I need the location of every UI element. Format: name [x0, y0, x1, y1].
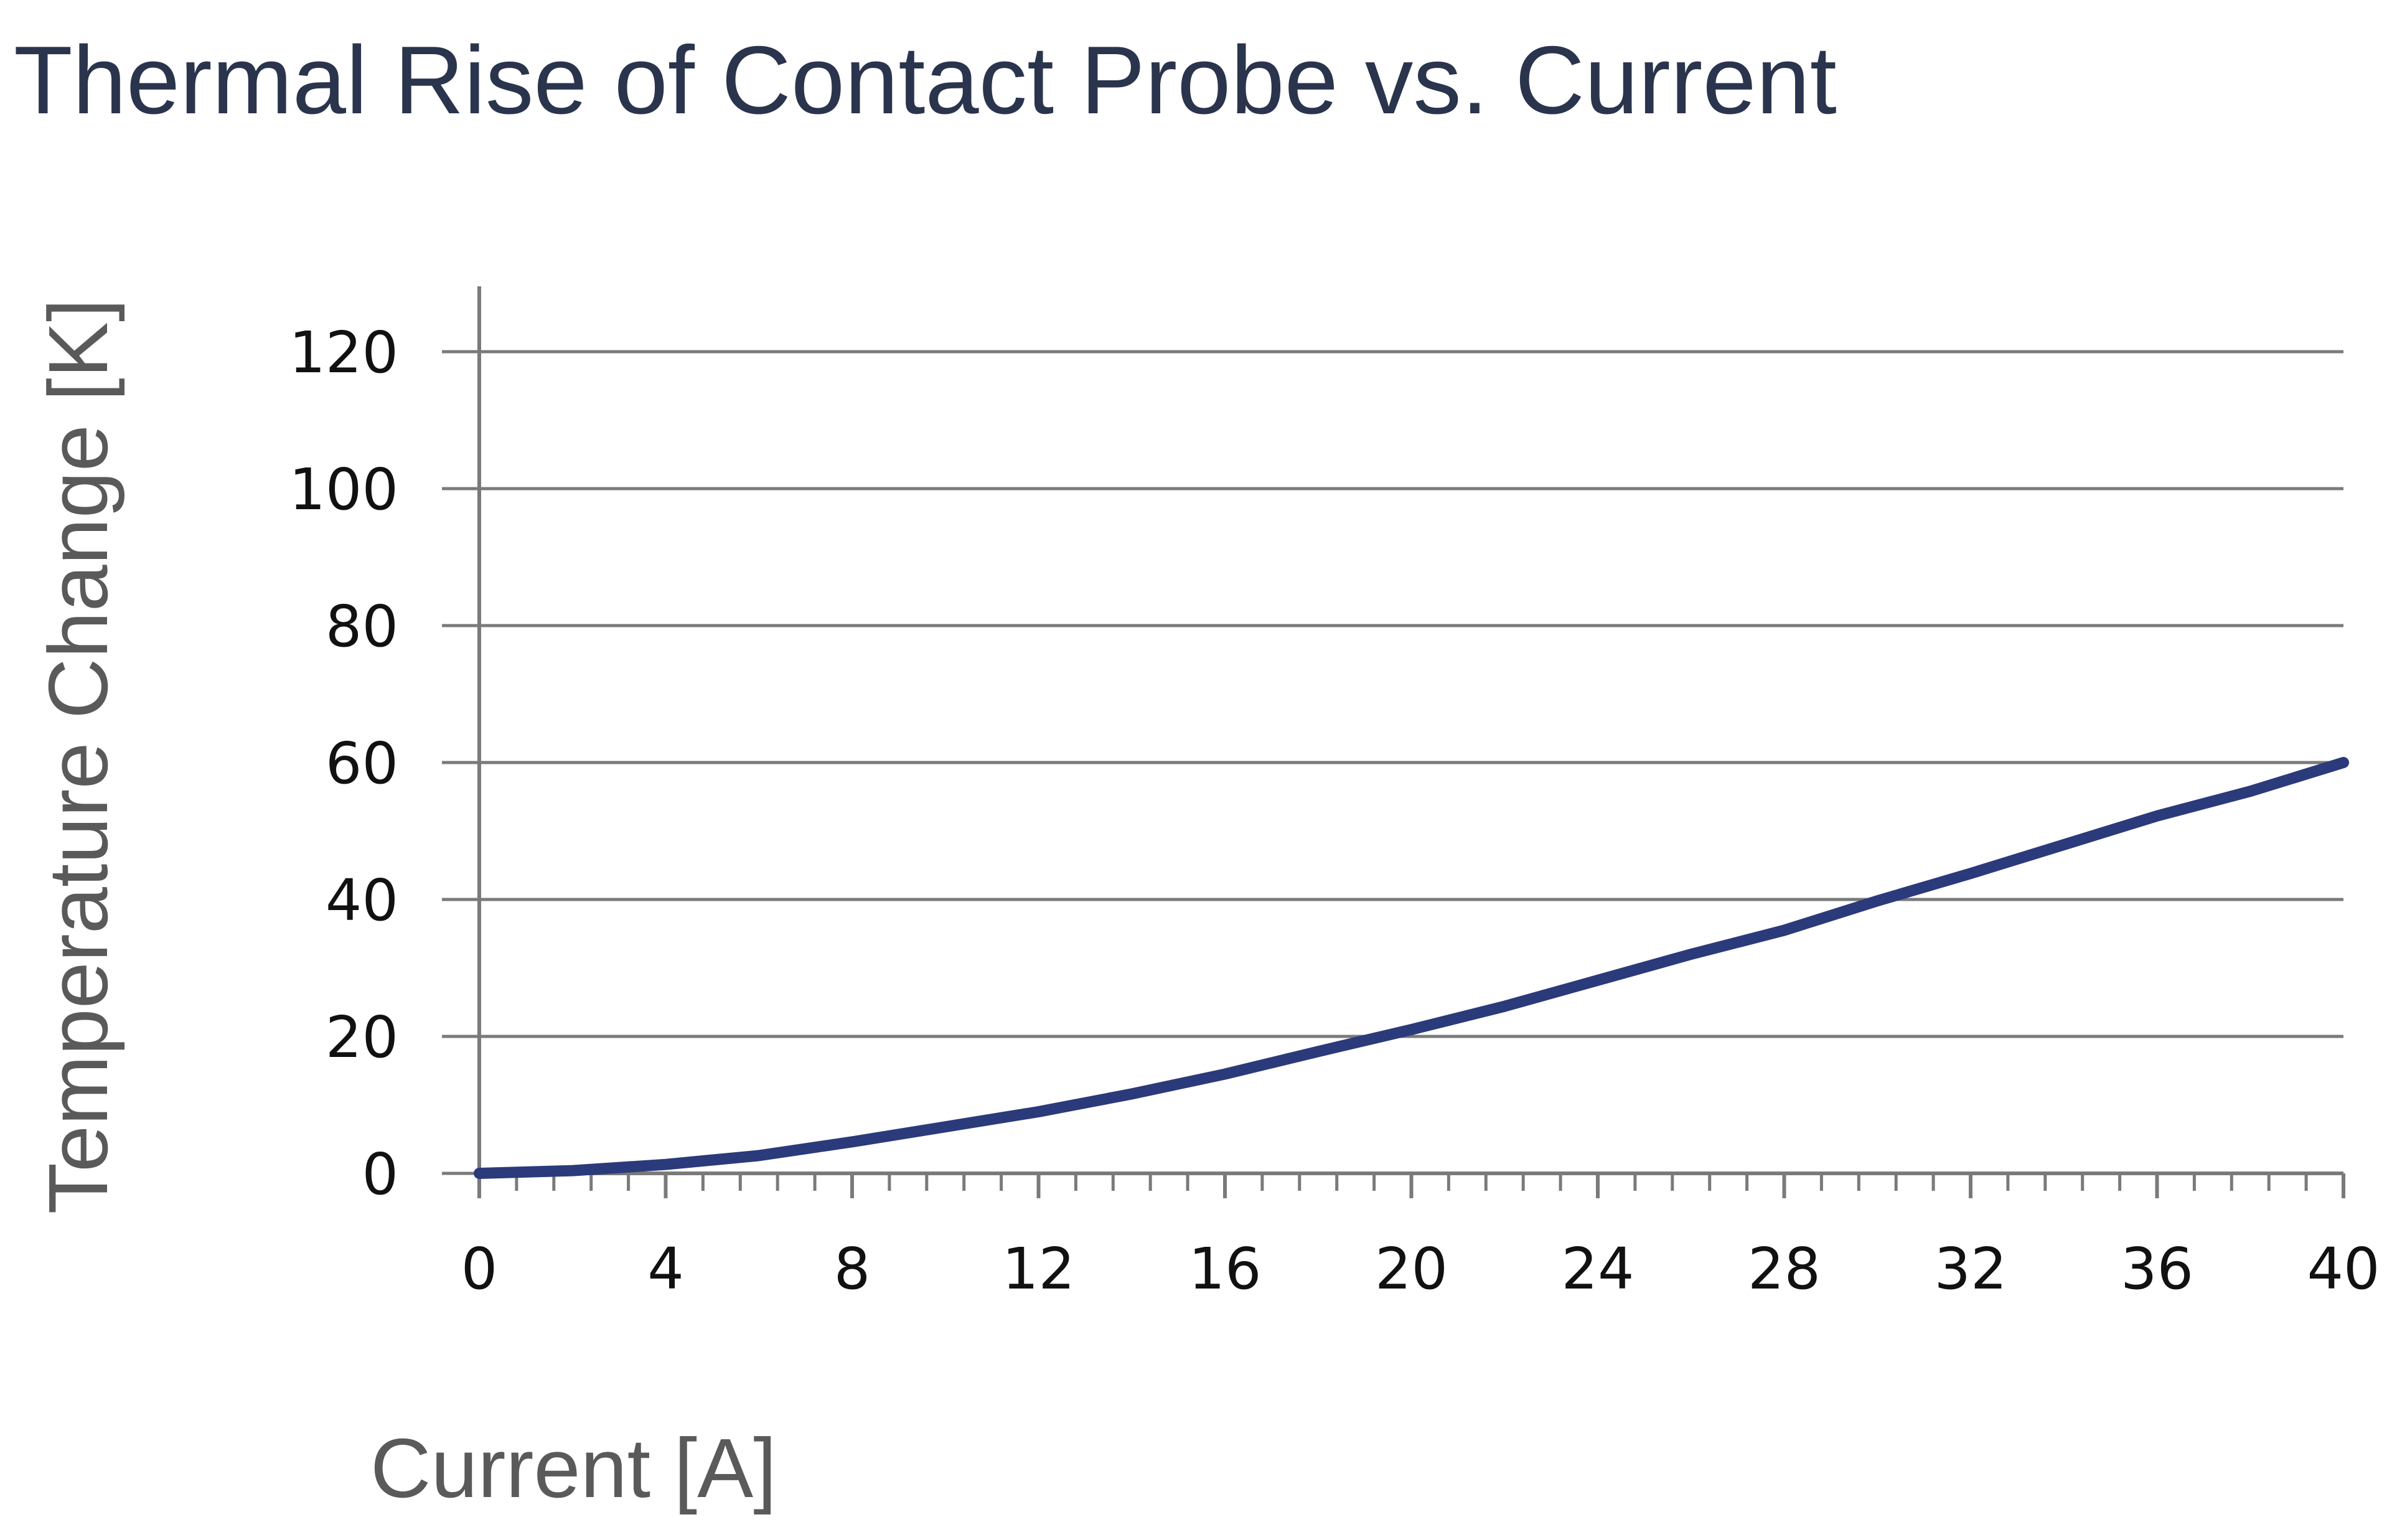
x-tick-label: 40	[2307, 1236, 2380, 1302]
tick-marks	[442, 1171, 2345, 1198]
y-tick-label: 100	[289, 456, 398, 523]
y-tick-label: 80	[326, 593, 398, 660]
series-line	[474, 757, 2349, 1179]
x-tick-label: 32	[1934, 1236, 2007, 1302]
x-tick-label: 20	[1375, 1236, 1448, 1302]
y-tick-label: 60	[326, 730, 398, 797]
y-tick-label: 20	[326, 1004, 398, 1071]
x-tick-label: 16	[1188, 1236, 1261, 1302]
x-axis-title: Current [A]	[370, 1421, 777, 1515]
axes	[477, 286, 2343, 1175]
grid-lines	[442, 350, 2343, 1038]
x-tick-label: 0	[461, 1236, 498, 1302]
x-tick-label: 8	[834, 1236, 871, 1302]
tick-labels: 0 20 40 60 80 100 120 0 4 8 12 16 20 24 28 32 36 40	[289, 319, 2380, 1302]
y-tick-label: 0	[362, 1141, 398, 1208]
x-tick-label: 24	[1561, 1236, 1634, 1302]
y-tick-label: 40	[326, 867, 398, 934]
y-axis-title: Temperature Change [K]	[31, 299, 125, 1214]
x-tick-label: 12	[1002, 1236, 1075, 1302]
x-tick-label: 28	[1748, 1236, 1821, 1302]
x-tick-label: 36	[2121, 1236, 2193, 1302]
y-tick-label: 120	[289, 319, 398, 386]
series-layer	[474, 757, 2349, 1179]
x-tick-label: 4	[647, 1236, 684, 1302]
chart-title: Thermal Rise of Contact Probe vs. Curren…	[14, 26, 1837, 134]
